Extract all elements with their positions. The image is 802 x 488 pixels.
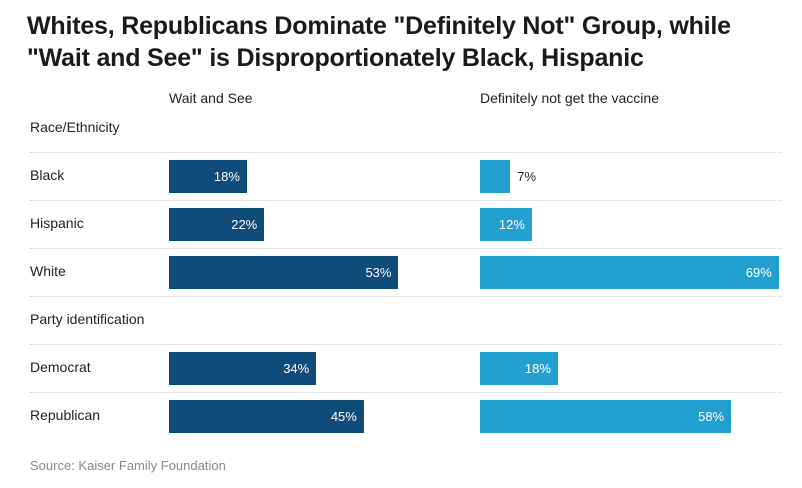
- bar: [480, 160, 511, 193]
- data-label: 53%: [365, 265, 392, 280]
- series-header-wait-and-see: Wait and See: [169, 90, 253, 106]
- series-header-definitely-not: Definitely not get the vaccine: [480, 90, 659, 106]
- bar: [480, 208, 532, 241]
- data-label: 7%: [517, 169, 537, 184]
- data-label: 18%: [524, 361, 551, 376]
- category-label: White: [30, 263, 66, 279]
- source-note: Source: Kaiser Family Foundation: [30, 458, 226, 473]
- section-label: Party identification: [30, 311, 145, 327]
- bar: [169, 256, 399, 289]
- bar: [480, 352, 558, 385]
- section-label: Race/Ethnicity: [30, 119, 120, 135]
- chart-title-line-1: Whites, Republicans Dominate "Definitely…: [27, 12, 731, 40]
- chart-title-line-2: "Wait and See" is Disproportionately Bla…: [27, 44, 644, 72]
- data-label: 12%: [498, 217, 525, 232]
- bar: [169, 400, 364, 433]
- row-divider: [30, 200, 782, 201]
- category-label: Black: [30, 167, 65, 183]
- data-label: 18%: [213, 169, 240, 184]
- data-label: 58%: [698, 409, 725, 424]
- bar: [169, 208, 265, 241]
- bar: [480, 256, 779, 289]
- data-label: 45%: [330, 409, 357, 424]
- data-label: 34%: [283, 361, 310, 376]
- row-divider: [30, 248, 782, 249]
- row-divider: [30, 296, 782, 297]
- bar: [169, 160, 247, 193]
- row-divider: [30, 152, 782, 153]
- category-label: Democrat: [30, 359, 91, 375]
- row-divider: [30, 392, 782, 393]
- chart-title: Whites, Republicans Dominate "Definitely…: [27, 10, 787, 74]
- data-label: 22%: [231, 217, 258, 232]
- bar: [480, 400, 732, 433]
- data-label: 69%: [745, 265, 772, 280]
- bar: [169, 352, 317, 385]
- category-label: Hispanic: [30, 215, 84, 231]
- row-divider: [30, 344, 782, 345]
- category-label: Republican: [30, 407, 101, 423]
